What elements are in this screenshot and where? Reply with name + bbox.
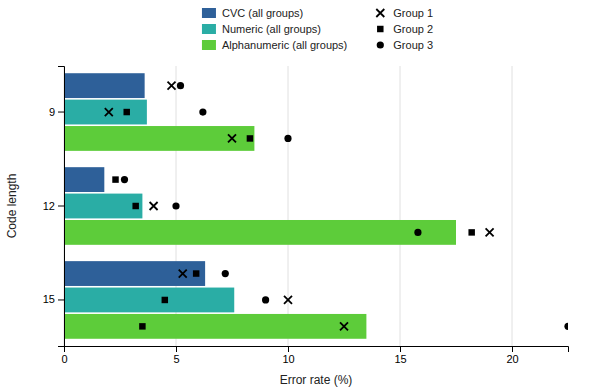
marker	[284, 135, 291, 142]
marker	[172, 202, 179, 209]
bar	[64, 261, 205, 286]
marker	[199, 108, 206, 115]
legend-item: Group 3	[377, 39, 433, 51]
axis-line	[58, 67, 65, 347]
tick: 0	[61, 346, 67, 365]
tick-mark	[400, 346, 401, 352]
legend-label: Numeric (all groups)	[222, 23, 321, 35]
x-axis-title: Error rate (%)	[280, 373, 353, 387]
marker	[112, 176, 118, 182]
grid-line	[400, 66, 401, 346]
plot-area: 0 5 10 15 20 9 12 15	[43, 66, 572, 365]
marks	[64, 73, 568, 339]
tick-mark	[176, 346, 177, 352]
tick: 15	[43, 293, 64, 305]
marker	[139, 323, 145, 329]
tick-label: 10	[282, 353, 294, 365]
legend-item: Group 2	[377, 23, 433, 35]
tick-label: 12	[43, 200, 55, 212]
marker	[150, 202, 158, 210]
tick: 20	[506, 346, 518, 365]
marker	[284, 296, 292, 304]
bar	[64, 100, 147, 125]
marker	[262, 296, 269, 303]
marker	[468, 229, 474, 235]
legend-swatch	[377, 26, 383, 32]
tick-mark	[512, 346, 513, 352]
bar	[64, 73, 145, 98]
tick: 15	[394, 346, 406, 365]
marker	[162, 297, 168, 303]
bar	[64, 220, 456, 245]
axis-line	[65, 347, 569, 353]
tick-mark	[58, 206, 64, 207]
marker	[177, 82, 184, 89]
legend-swatch	[202, 24, 216, 34]
x-axis: 0 5 10 15 20	[61, 346, 568, 365]
legend-swatch	[202, 40, 216, 50]
legend-item: Numeric (all groups)	[202, 23, 321, 35]
marker	[247, 135, 253, 141]
tick: 10	[282, 346, 294, 365]
tick-label: 9	[49, 106, 55, 118]
tick-mark	[288, 346, 289, 352]
bar	[64, 167, 104, 192]
tick-label: 20	[506, 353, 518, 365]
legend-column: Group 1 Group 2 Group 3	[376, 7, 433, 51]
tick: 5	[173, 346, 179, 365]
legend-item: CVC (all groups)	[202, 7, 303, 19]
bar	[64, 314, 366, 339]
marker	[179, 270, 187, 278]
legend-swatch	[202, 8, 216, 18]
y-axis: 9 12 15	[43, 67, 65, 347]
marker	[228, 134, 236, 142]
tick-label: 15	[43, 293, 55, 305]
marker	[132, 203, 138, 209]
tick: 9	[49, 106, 64, 118]
y-axis-title: Code length	[5, 174, 19, 239]
legend-column: CVC (all groups) Numeric (all groups) Alph…	[202, 7, 347, 51]
marker	[168, 82, 176, 90]
marker	[105, 108, 113, 116]
marker	[222, 270, 229, 277]
legend-label: Group 3	[393, 39, 433, 51]
grid-line	[512, 66, 513, 346]
legend-label: Group 1	[393, 7, 433, 19]
legend-item: Alphanumeric (all groups)	[202, 39, 347, 51]
tick-mark	[58, 299, 64, 300]
bar	[64, 288, 234, 313]
tick-label: 0	[61, 353, 67, 365]
legend-label: CVC (all groups)	[222, 7, 303, 19]
marker	[564, 323, 568, 330]
tick-label: 5	[173, 353, 179, 365]
bar	[64, 194, 142, 219]
marker	[486, 228, 494, 236]
chart: 0 5 10 15 20 9 12 15 Error rate (%) Code length CV…	[0, 0, 590, 392]
marker	[121, 176, 128, 183]
marker	[193, 270, 199, 276]
marker	[123, 109, 129, 115]
legend-label: Alphanumeric (all groups)	[222, 39, 347, 51]
bar	[64, 126, 254, 151]
legend: CVC (all groups) Numeric (all groups) Alph…	[202, 7, 433, 51]
tick-label: 15	[394, 353, 406, 365]
legend-item: Group 1	[376, 7, 433, 19]
legend-label: Group 2	[393, 23, 433, 35]
tick: 12	[43, 200, 64, 212]
grid	[64, 66, 512, 346]
legend-swatch	[376, 9, 384, 17]
tick-mark	[58, 112, 64, 113]
grid-line	[288, 66, 289, 346]
marker	[414, 229, 421, 236]
legend-swatch	[377, 41, 384, 48]
marker	[340, 322, 348, 330]
